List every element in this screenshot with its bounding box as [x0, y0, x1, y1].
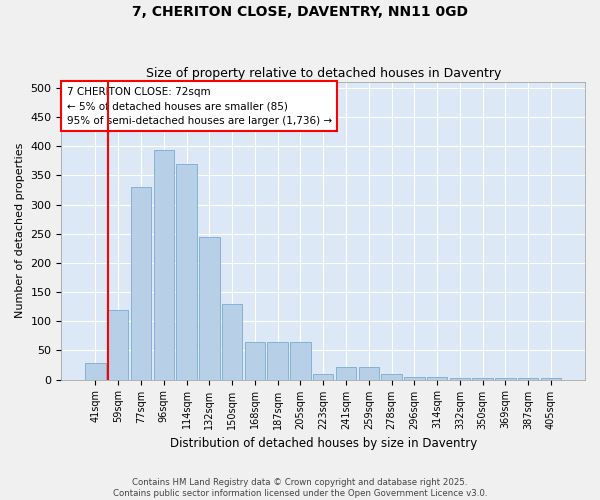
- Bar: [495, 378, 515, 380]
- Text: Contains HM Land Registry data © Crown copyright and database right 2025.
Contai: Contains HM Land Registry data © Crown c…: [113, 478, 487, 498]
- Bar: [222, 304, 242, 380]
- Bar: [199, 236, 220, 380]
- Bar: [154, 150, 174, 380]
- Bar: [85, 363, 106, 380]
- Bar: [131, 187, 151, 380]
- X-axis label: Distribution of detached houses by size in Daventry: Distribution of detached houses by size …: [170, 437, 477, 450]
- Bar: [472, 378, 493, 380]
- Bar: [108, 310, 128, 380]
- Bar: [449, 378, 470, 380]
- Text: 7 CHERITON CLOSE: 72sqm
← 5% of detached houses are smaller (85)
95% of semi-det: 7 CHERITON CLOSE: 72sqm ← 5% of detached…: [67, 86, 332, 126]
- Bar: [404, 376, 425, 380]
- Title: Size of property relative to detached houses in Daventry: Size of property relative to detached ho…: [146, 66, 501, 80]
- Bar: [268, 342, 288, 380]
- Bar: [176, 164, 197, 380]
- Bar: [359, 366, 379, 380]
- Bar: [245, 342, 265, 380]
- Text: 7, CHERITON CLOSE, DAVENTRY, NN11 0GD: 7, CHERITON CLOSE, DAVENTRY, NN11 0GD: [132, 5, 468, 19]
- Bar: [541, 378, 561, 380]
- Bar: [381, 374, 402, 380]
- Bar: [313, 374, 334, 380]
- Bar: [427, 376, 448, 380]
- Y-axis label: Number of detached properties: Number of detached properties: [15, 143, 25, 318]
- Bar: [290, 342, 311, 380]
- Bar: [518, 378, 538, 380]
- Bar: [336, 366, 356, 380]
